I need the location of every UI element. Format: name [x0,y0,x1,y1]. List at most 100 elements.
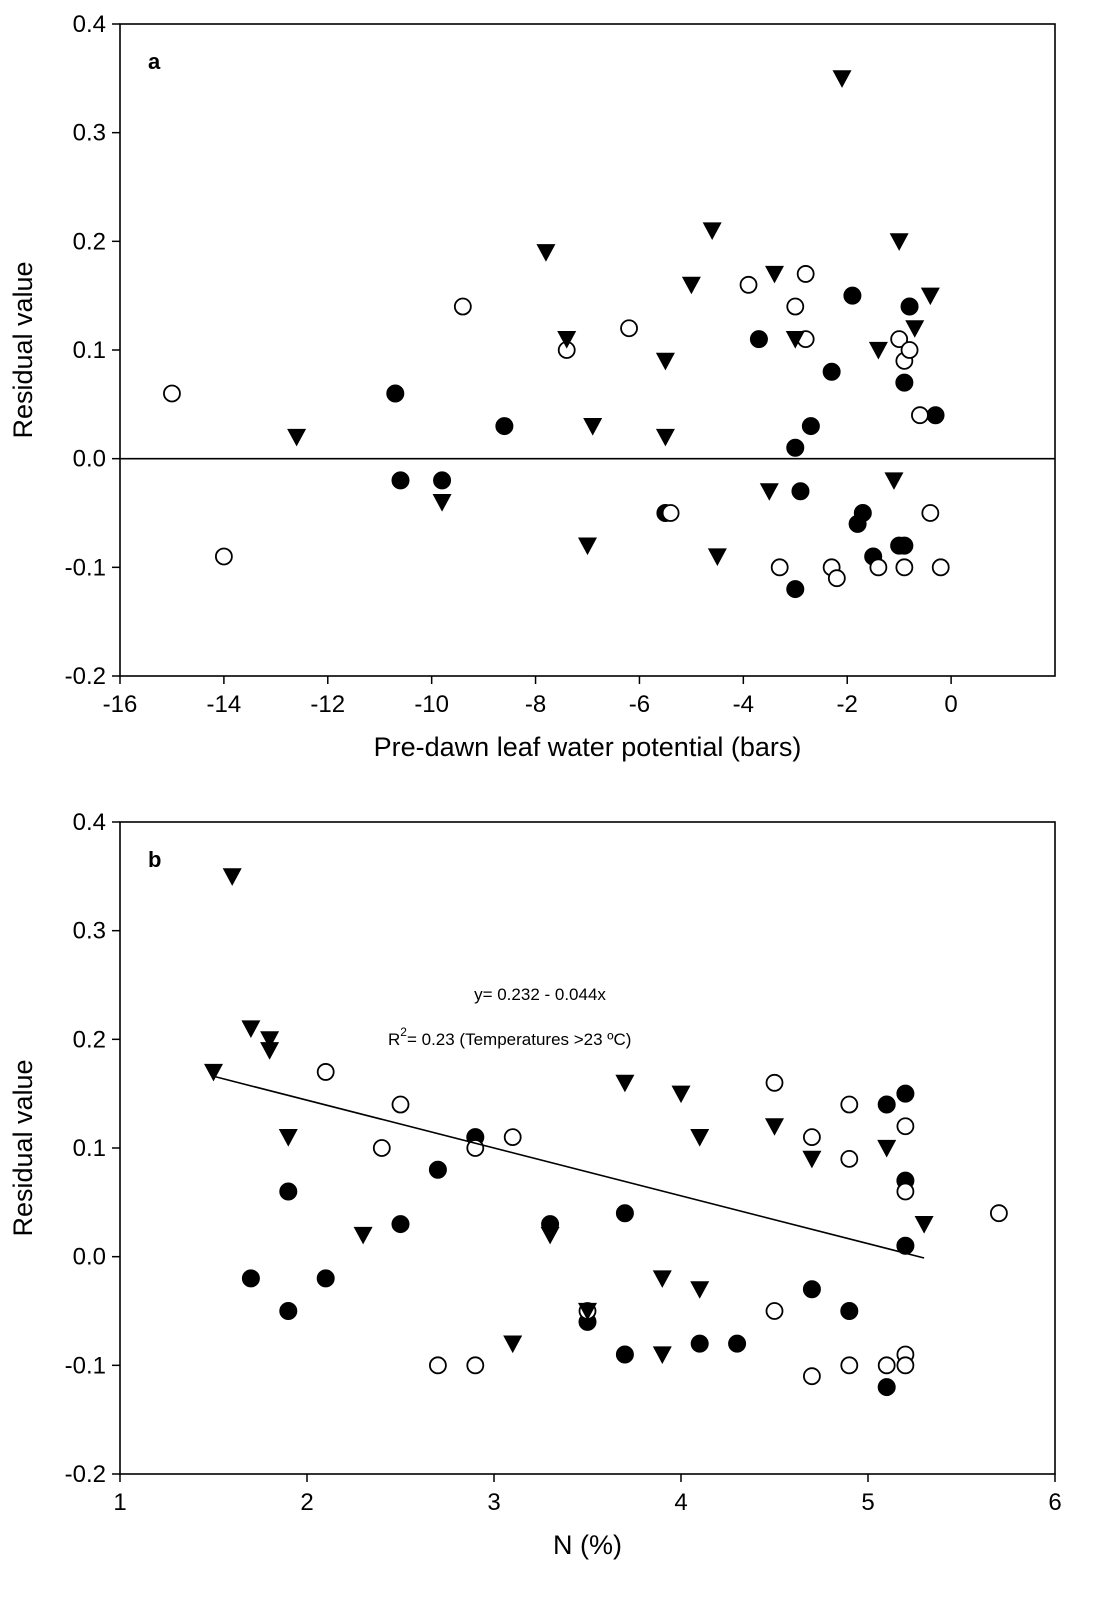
y-tick-label: -0.2 [65,663,106,690]
panel-a-x-axis-label: Pre-dawn leaf water potential (bars) [374,732,802,762]
panel-a-data-points [163,70,950,599]
data-point-filled-triangle [905,320,925,338]
y-tick-label: 0.4 [73,809,106,836]
data-point-filled-triangle [652,1346,672,1364]
panel-b-letter: b [148,847,161,872]
data-point-filled-circle [896,1236,915,1255]
x-tick-label: -14 [207,691,242,718]
data-point-filled-triangle [578,1302,597,1321]
data-point-open-circle [990,1204,1008,1223]
data-point-filled-circle [791,482,810,501]
y-tick-label: 0.1 [73,1135,106,1162]
data-point-filled-circle [316,1269,335,1288]
data-point-filled-circle [279,1182,298,1201]
data-point-filled-triangle [765,1118,784,1136]
data-point-open-circle [620,319,638,338]
data-point-filled-circle [801,417,820,436]
panel-a-y-ticks: -0.2 -0.1 0.0 0.1 0.2 0.3 0.4 [65,11,120,690]
data-point-open-circle [840,1356,859,1375]
data-point-filled-triangle [557,331,577,349]
data-point-filled-triangle [615,1074,635,1093]
data-point-open-circle [786,297,805,316]
data-point-filled-triangle [260,1031,280,1049]
panel-b-r-squared: R2= 0.23 (Temperatures >23 ºC) [388,1025,631,1049]
y-tick-label: 0.1 [73,337,106,364]
y-tick-label: 0.2 [73,228,106,255]
data-point-filled-triangle [868,341,888,360]
data-point-filled-triangle [655,428,675,447]
panel-a-letter: a [148,49,161,74]
data-point-filled-circle [802,1280,821,1299]
data-point-filled-triangle [759,483,779,501]
data-point-filled-triangle [702,222,722,240]
data-point-filled-circle [615,1204,634,1223]
data-point-filled-circle [495,417,514,436]
data-point-filled-triangle [690,1281,710,1299]
data-point-open-circle [739,275,758,294]
data-point-open-circle [503,1128,522,1147]
data-point-open-circle [890,330,909,349]
data-point-filled-circle [926,406,945,425]
y-tick-label: 0.4 [73,11,106,38]
data-point-filled-triangle [690,1129,710,1147]
x-tick-label: -12 [310,691,345,718]
data-point-open-circle [466,1356,485,1375]
data-point-filled-circle [843,286,862,305]
data-point-filled-triangle [914,1215,934,1234]
y-tick-label: 0.0 [73,1244,106,1271]
y-tick-label: -0.2 [65,1461,106,1488]
data-point-open-circle [765,1302,784,1320]
data-point-filled-circle [900,297,919,316]
panel-b-y-axis-label: Residual value [8,1059,38,1236]
x-tick-label: 0 [944,691,957,718]
data-point-filled-triangle [652,1270,672,1288]
data-point-filled-circle [749,330,768,349]
data-point-filled-triangle [278,1129,298,1147]
data-point-filled-triangle [353,1226,373,1245]
x-tick-label: 3 [487,1489,500,1516]
data-point-open-circle [840,1095,859,1114]
x-tick-label: -10 [414,691,449,718]
data-point-open-circle [163,384,181,403]
data-point-filled-triangle [536,244,556,262]
data-point-open-circle [316,1063,335,1081]
data-point-open-circle [796,265,815,283]
y-tick-label: 0.3 [73,120,106,147]
data-point-filled-circle [896,1084,915,1103]
panel-b: 1 2 3 4 5 6 -0.2 -0.1 0.0 0.1 0.2 0.3 0.4 b y= 0.23… [8,809,1062,1560]
x-tick-label: 1 [113,1489,126,1516]
data-point-filled-triangle [222,868,242,886]
data-point-filled-circle [840,1302,859,1320]
data-point-filled-circle [786,580,805,599]
panel-a: -16 -14 -12 -10 -8 -6 -4 -2 0 -0.2 -0.1 0.0 0.1 0.2 0… [8,11,1056,762]
data-point-filled-circle [391,1215,410,1234]
data-point-open-circle [214,547,233,566]
data-point-filled-circle [433,471,452,490]
data-point-open-circle [921,504,940,522]
panel-b-regression-equation: y= 0.232 - 0.044x [474,985,606,1004]
data-point-open-circle [877,1356,896,1375]
data-point-filled-triangle [765,265,784,284]
r-squared-text: = 0.23 (Temperatures >23 ºC) [407,1030,632,1049]
data-point-filled-circle [728,1334,747,1353]
data-point-open-circle [869,558,888,577]
data-point-open-circle [827,569,846,588]
x-tick-label: 5 [861,1489,874,1516]
data-point-filled-triangle [889,233,909,251]
x-tick-label: -16 [103,691,138,718]
data-point-open-circle [391,1095,410,1114]
panel-b-data-points [204,868,1008,1397]
panel-b-x-axis-label: N (%) [553,1530,622,1560]
data-point-open-circle [896,1182,915,1201]
data-point-filled-triangle [877,1139,897,1158]
data-point-open-circle [840,1149,859,1168]
data-point-open-circle [765,1073,784,1092]
data-point-open-circle [931,558,950,577]
data-point-open-circle [895,558,914,577]
x-tick-label: -6 [629,691,650,718]
panel-b-plot-frame [119,821,1056,1475]
x-tick-label: 2 [300,1489,313,1516]
data-point-filled-triangle [241,1020,261,1038]
y-tick-label: 0.3 [73,918,106,945]
data-point-filled-triangle [503,1335,523,1354]
